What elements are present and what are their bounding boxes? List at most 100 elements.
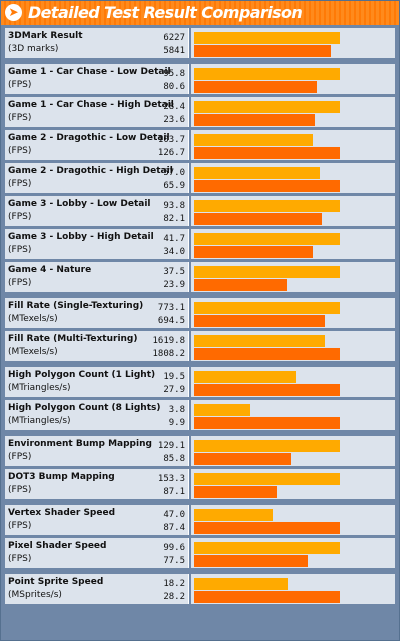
score-bar (194, 384, 340, 396)
test-unit: (FPS) (8, 485, 32, 495)
row-label-cell: Game 3 - Lobby - High Detail (FPS) 41.7 34.… (5, 229, 189, 259)
score-value: 87.1 (163, 487, 185, 497)
test-unit: (FPS) (8, 212, 32, 222)
result-row: Game 1 - Car Chase - High Detail (FPS) 28.… (5, 97, 395, 127)
score-bar (194, 578, 288, 590)
test-name: Game 2 - Dragothic - High Detail (8, 166, 173, 176)
row-label-cell: Game 3 - Lobby - Low Detail (FPS) 93.8 82.1 (5, 196, 189, 226)
row-label-cell: Point Sprite Speed (MSprites/s) 18.2 28.2 (5, 574, 189, 604)
score-bar (194, 147, 340, 159)
score-value: 41.7 (163, 234, 185, 244)
row-label-cell: Fill Rate (Single-Texturing) (MTexels/s) 7… (5, 298, 189, 328)
test-name: Fill Rate (Single-Texturing) (8, 301, 144, 311)
result-row: Fill Rate (Multi-Texturing) (MTexels/s) 16… (5, 331, 395, 361)
row-label-cell: Fill Rate (Multi-Texturing) (MTexels/s) 16… (5, 331, 189, 361)
score-bar (194, 246, 313, 258)
test-unit: (FPS) (8, 521, 32, 531)
score-value: 1808.2 (152, 349, 185, 359)
score-value: 65.9 (163, 181, 185, 191)
score-value: 153.3 (157, 474, 185, 484)
score-bar (194, 101, 340, 113)
score-value: 28.2 (163, 592, 185, 602)
test-name: Game 1 - Car Chase - Low Detail (8, 67, 171, 77)
score-value: 28.4 (163, 102, 185, 112)
result-row: High Polygon Count (8 Lights) (MTriangles… (5, 400, 395, 430)
test-name: Game 1 - Car Chase - High Detail (8, 100, 174, 110)
score-bar (194, 200, 340, 212)
score-value: 6227 (163, 33, 185, 43)
score-bar (194, 180, 340, 192)
score-bar (194, 81, 317, 93)
score-value: 18.2 (163, 579, 185, 589)
score-bar (194, 591, 340, 603)
row-label-cell: Game 4 - Nature (FPS) 37.5 23.9 (5, 262, 189, 292)
test-unit: (FPS) (8, 146, 32, 156)
score-value: 19.5 (163, 372, 185, 382)
score-value: 93.8 (163, 201, 185, 211)
score-bar (194, 213, 322, 225)
score-value: 85.8 (163, 454, 185, 464)
test-name: Vertex Shader Speed (8, 508, 116, 518)
test-unit: (MTriangles/s) (8, 383, 71, 393)
bar-cell (191, 469, 395, 499)
bar-cell (191, 28, 395, 58)
test-name: Fill Rate (Multi-Texturing) (8, 334, 138, 344)
row-label-cell: Game 2 - Dragothic - High Detail (FPS) 57.… (5, 163, 189, 193)
result-row: Game 2 - Dragothic - High Detail (FPS) 57.… (5, 163, 395, 193)
test-unit: (FPS) (8, 80, 32, 90)
result-row: Game 3 - Lobby - High Detail (FPS) 41.7 34.… (5, 229, 395, 259)
bar-cell (191, 574, 395, 604)
score-bar (194, 404, 250, 416)
score-bar (194, 440, 340, 452)
row-label-cell: Game 1 - Car Chase - High Detail (FPS) 28.… (5, 97, 189, 127)
score-bar (194, 167, 320, 179)
test-name: Environment Bump Mapping (8, 439, 152, 449)
score-bar (194, 315, 325, 327)
score-value: 129.1 (157, 441, 185, 451)
test-unit: (FPS) (8, 554, 32, 564)
test-unit: (FPS) (8, 245, 32, 255)
bar-cell (191, 196, 395, 226)
panel-title: Detailed Test Result Comparison (28, 3, 303, 22)
score-bar (194, 335, 325, 347)
test-unit: (MTriangles/s) (8, 416, 71, 426)
score-bar (194, 453, 291, 465)
score-bar (194, 473, 340, 485)
test-name: 3DMark Result (8, 31, 83, 41)
test-unit: (FPS) (8, 452, 32, 462)
test-name: Game 2 - Dragothic - Low Detail (8, 133, 170, 143)
result-row: Vertex Shader Speed (FPS) 47.0 87.4 (5, 505, 395, 535)
score-value: 82.1 (163, 214, 185, 224)
result-row: Environment Bump Mapping (FPS) 129.1 85.8 (5, 436, 395, 466)
score-bar (194, 134, 313, 146)
score-bar (194, 522, 340, 534)
score-bar (194, 114, 315, 126)
score-value: 126.7 (157, 148, 185, 158)
row-label-cell: Game 1 - Car Chase - Low Detail (FPS) 95.8… (5, 64, 189, 94)
test-unit: (MTexels/s) (8, 314, 58, 324)
score-value: 103.7 (157, 135, 185, 145)
row-label-cell: Environment Bump Mapping (FPS) 129.1 85.8 (5, 436, 189, 466)
score-value: 80.6 (163, 82, 185, 92)
row-label-cell: DOT3 Bump Mapping (FPS) 153.3 87.1 (5, 469, 189, 499)
bar-cell (191, 367, 395, 397)
score-value: 9.9 (168, 418, 185, 428)
test-name: Point Sprite Speed (8, 577, 104, 587)
test-name: Game 3 - Lobby - Low Detail (8, 199, 151, 209)
result-row: Pixel Shader Speed (FPS) 99.6 77.5 (5, 538, 395, 568)
test-unit: (3D marks) (8, 44, 59, 54)
score-bar (194, 279, 287, 291)
bar-cell (191, 64, 395, 94)
score-value: 57.0 (163, 168, 185, 178)
score-value: 99.6 (163, 543, 185, 553)
score-value: 23.9 (163, 280, 185, 290)
result-row: High Polygon Count (1 Light) (MTriangles/… (5, 367, 395, 397)
score-bar (194, 32, 340, 44)
test-name: Game 4 - Nature (8, 265, 92, 275)
score-bar (194, 509, 273, 521)
test-unit: (FPS) (8, 278, 32, 288)
row-label-cell: 3DMark Result (3D marks) 6227 5841 (5, 28, 189, 58)
score-bar (194, 233, 340, 245)
result-row: 3DMark Result (3D marks) 6227 5841 (5, 28, 395, 58)
